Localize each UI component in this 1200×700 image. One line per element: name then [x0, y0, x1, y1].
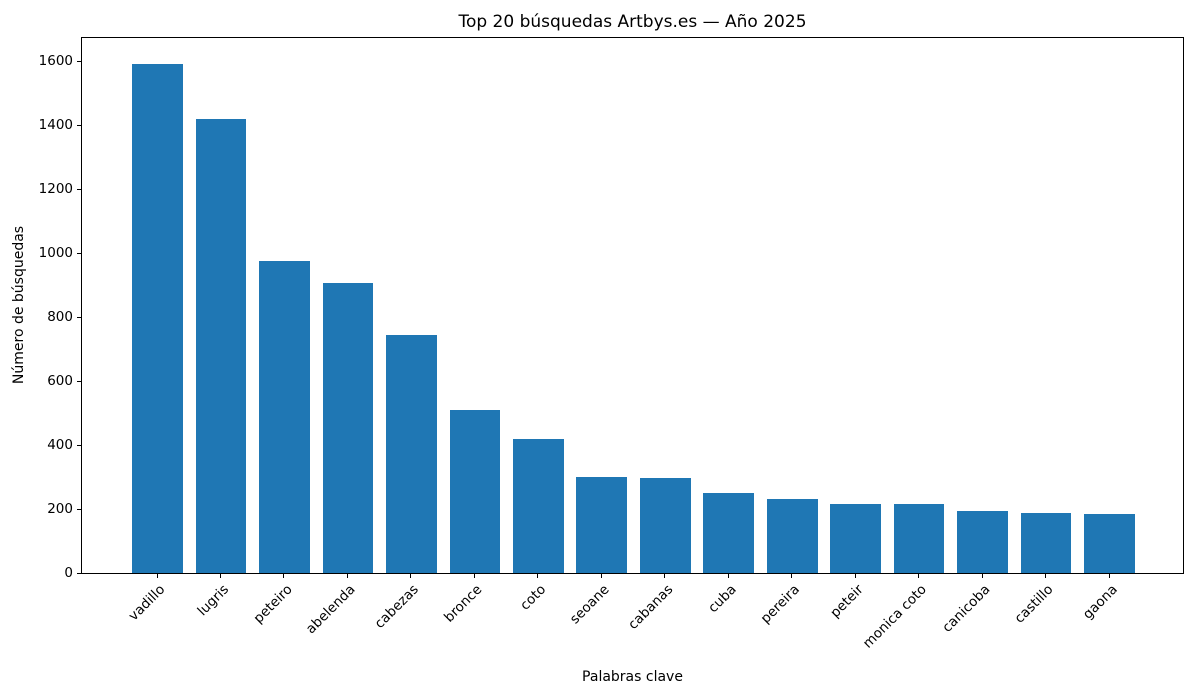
x-tick-mark — [473, 574, 475, 578]
bar-abelenda — [322, 283, 374, 573]
y-tick-mark — [77, 573, 81, 574]
bar-pereira — [766, 499, 818, 573]
x-tick-label: canicoba — [939, 581, 994, 636]
x-tick-label: cabanas — [624, 581, 677, 633]
x-axis-label: Palabras clave — [582, 669, 683, 685]
y-tick-label: 0 — [64, 565, 73, 581]
x-tick-mark — [537, 574, 539, 578]
x-tick-mark — [283, 574, 285, 578]
y-tick-label: 200 — [47, 501, 73, 517]
x-tick-label: castillo — [1011, 581, 1057, 627]
y-tick-label: 400 — [47, 437, 73, 453]
x-tick-label: coto — [517, 581, 550, 614]
x-tick-label: peteiro — [250, 581, 296, 627]
x-tick-label: vadillo — [125, 581, 169, 625]
x-tick-mark — [220, 574, 221, 578]
x-tick-label: abelenda — [303, 581, 359, 638]
bar-peteir — [830, 503, 881, 573]
x-tick-mark — [664, 574, 666, 578]
bar-monica-coto — [893, 504, 945, 573]
x-tick-mark — [410, 574, 412, 578]
bar-vadillo — [132, 64, 183, 573]
bar-bronce — [449, 410, 501, 573]
chart-title: Top 20 búsquedas Artbys.es — Año 2025 — [458, 12, 807, 32]
y-tick-mark — [77, 61, 81, 62]
x-tick-mark — [854, 574, 856, 578]
bar-lugris — [195, 118, 247, 573]
y-tick-mark — [77, 253, 81, 254]
y-tick-label: 1400 — [38, 117, 73, 133]
bar-cuba — [703, 493, 755, 573]
y-tick-label: 1600 — [38, 53, 73, 69]
x-tick-label: pereira — [757, 581, 804, 627]
y-tick-mark — [77, 189, 81, 190]
y-tick-label: 1000 — [38, 245, 73, 261]
bar-coto — [512, 438, 564, 573]
x-tick-label: seoane — [566, 581, 613, 628]
bar-castillo — [1020, 512, 1072, 573]
bar-gaona — [1084, 514, 1135, 573]
x-tick-label: gaona — [1079, 581, 1121, 623]
y-tick-label: 1200 — [38, 181, 73, 197]
x-tick-mark — [600, 574, 602, 578]
x-tick-mark — [1045, 574, 1046, 578]
y-tick-mark — [77, 509, 81, 510]
x-tick-label: cabezas — [372, 581, 423, 632]
y-tick-mark — [77, 445, 81, 446]
x-tick-label: bronce — [441, 581, 486, 626]
bar-peteiro — [259, 261, 310, 573]
x-tick-label: monica coto — [860, 581, 930, 652]
x-tick-label: cuba — [705, 581, 740, 617]
x-tick-mark — [156, 574, 158, 578]
x-tick-mark — [727, 574, 729, 578]
bar-seoane — [576, 476, 628, 573]
y-tick-mark — [77, 317, 81, 318]
y-tick-label: 600 — [47, 373, 73, 389]
plot-area — [81, 37, 1184, 574]
x-tick-mark — [981, 574, 983, 578]
y-tick-mark — [77, 381, 81, 382]
x-tick-mark — [1108, 574, 1110, 578]
y-tick-label: 800 — [47, 309, 73, 325]
x-tick-mark — [791, 574, 793, 578]
x-tick-label: peteir — [827, 581, 867, 622]
y-tick-mark — [77, 125, 81, 126]
x-tick-label: lugris — [194, 581, 232, 620]
x-tick-mark — [918, 574, 920, 578]
bar-cabezas — [386, 334, 437, 573]
bar-canicoba — [957, 510, 1008, 573]
x-tick-mark — [346, 574, 348, 578]
bar-cabanas — [639, 478, 691, 573]
